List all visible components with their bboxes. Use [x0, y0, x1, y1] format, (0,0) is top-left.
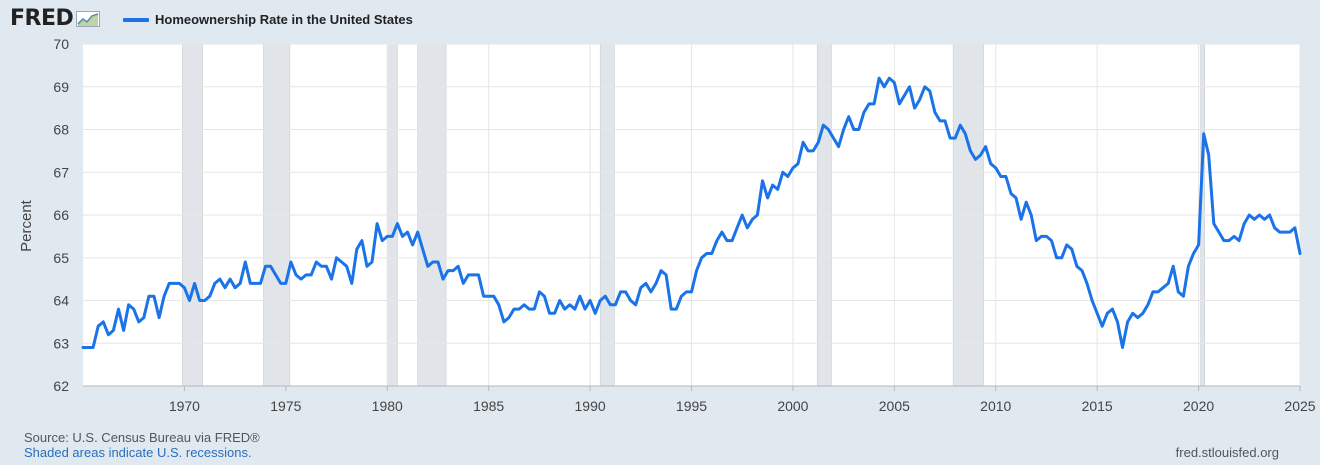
y-tick-label: 68 — [53, 122, 69, 138]
x-tick-label: 2020 — [1183, 398, 1214, 414]
site-url[interactable]: fred.stlouisfed.org — [1175, 445, 1279, 460]
y-tick-label: 63 — [53, 335, 69, 351]
legend[interactable]: Homeownership Rate in the United States — [123, 12, 413, 27]
x-tick-label: 2015 — [1082, 398, 1113, 414]
y-axis-title: Percent — [18, 199, 35, 252]
y-tick-label: 64 — [53, 293, 69, 309]
x-tick-label: 2005 — [879, 398, 910, 414]
x-tick-label: 2010 — [980, 398, 1011, 414]
x-tick-label: 1980 — [372, 398, 403, 414]
y-tick-label: 67 — [53, 164, 69, 180]
fred-logo-text: FRED — [10, 6, 74, 31]
x-tick-label: 1990 — [575, 398, 606, 414]
source-note: Source: U.S. Census Bureau via FRED® — [24, 430, 260, 445]
y-tick-label: 69 — [53, 79, 69, 95]
x-tick-label: 1985 — [473, 398, 504, 414]
x-tick-label: 1975 — [270, 398, 301, 414]
fred-logo[interactable]: FRED — [10, 6, 101, 31]
line-chart[interactable]: 62 63 64 65 66 67 68 69 70 1970 1975 1980 1985 1990 1… — [0, 36, 1320, 430]
x-tick-label: 2000 — [777, 398, 808, 414]
y-tick-label: 66 — [53, 207, 69, 223]
chart-header: FRED Homeownership Rate in the United St… — [0, 0, 1320, 38]
legend-label: Homeownership Rate in the United States — [155, 12, 413, 27]
y-tick-label: 62 — [53, 378, 69, 394]
x-tick-label: 1970 — [169, 398, 200, 414]
legend-swatch — [123, 17, 149, 22]
x-tick-label: 2025 — [1284, 398, 1315, 414]
mini-graph-icon — [76, 10, 101, 27]
x-tick-label: 1995 — [676, 398, 707, 414]
recession-note-link[interactable]: Shaded areas indicate U.S. recessions. — [24, 445, 252, 460]
y-tick-label: 65 — [53, 250, 69, 266]
y-tick-label: 70 — [53, 36, 69, 52]
series-line[interactable] — [81, 76, 1302, 349]
